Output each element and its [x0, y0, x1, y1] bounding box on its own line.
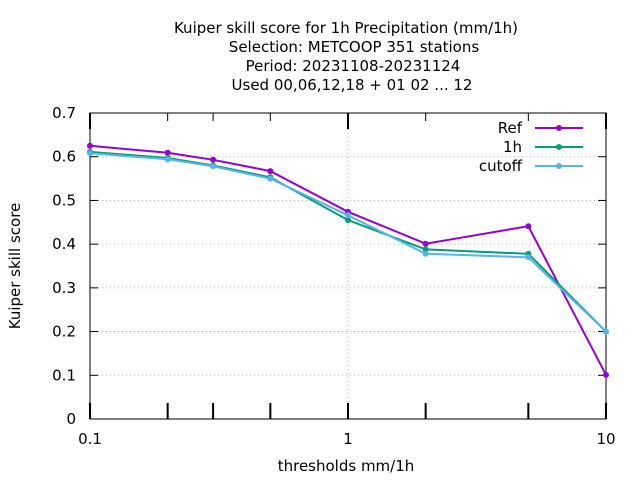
data-point: [267, 175, 274, 182]
x-tick-label: 10: [596, 430, 615, 448]
data-point: [345, 212, 351, 219]
data-point: [603, 328, 609, 335]
legend-marker: [556, 163, 562, 169]
title-line-3: Period: 20231108-20231124: [246, 57, 461, 75]
axis-tick-labels: 00.10.20.30.40.50.60.70.1 1 10: [52, 104, 615, 448]
y-axis-label: Kuiper skill score: [6, 203, 24, 330]
y-tick-label: 0.1: [52, 366, 76, 384]
y-tick-label: 0.6: [52, 148, 76, 166]
legend-entry-ref: Ref: [498, 119, 583, 137]
data-point: [87, 142, 93, 149]
y-tick-label: 0.4: [52, 235, 76, 253]
legend-entry-cutoff: cutoff: [479, 157, 583, 175]
data-point: [603, 371, 609, 378]
series-line: [89, 152, 607, 333]
legend-entry-1h: 1h: [503, 138, 583, 156]
grid: [90, 113, 606, 419]
data-point: [210, 156, 217, 163]
y-tick-label: 0.7: [52, 104, 76, 122]
data-point: [525, 223, 532, 230]
data-point: [345, 217, 351, 224]
data-point: [164, 149, 171, 156]
y-tick-label: 0: [66, 410, 76, 428]
x-tick-label: 0.1: [78, 430, 102, 448]
data-point: [164, 156, 171, 163]
data-point: [210, 163, 217, 170]
data-point: [422, 250, 429, 257]
legend-marker: [556, 144, 562, 150]
data-point: [87, 150, 93, 157]
legend-label: 1h: [503, 138, 522, 156]
x-axis-label: thresholds mm/1h: [278, 457, 415, 475]
y-tick-label: 0.2: [52, 323, 76, 341]
title-line-2: Selection: METCOOP 351 stations: [229, 38, 480, 56]
series-line: [89, 144, 607, 376]
title-line-4: Used 00,06,12,18 + 01 02 ... 12: [232, 76, 473, 94]
x-tick-label: 1: [343, 430, 353, 448]
chart-title: Kuiper skill score for 1h Precipitation …: [174, 19, 518, 94]
data-point: [422, 246, 429, 253]
data-point: [422, 240, 429, 247]
series-line: [89, 150, 607, 333]
series-ref: [87, 142, 609, 378]
y-tick-label: 0.5: [52, 191, 76, 209]
data-point: [525, 254, 532, 261]
data-point: [267, 168, 274, 175]
plot-frame: [89, 112, 607, 420]
title-line-1: Kuiper skill score for 1h Precipitation …: [174, 19, 518, 37]
y-tick-label: 0.3: [52, 279, 76, 297]
legend-marker: [556, 125, 562, 131]
series-cutoff: [87, 150, 609, 335]
legend-label: cutoff: [479, 157, 523, 175]
series: [87, 142, 609, 378]
legend-label: Ref: [498, 119, 523, 137]
